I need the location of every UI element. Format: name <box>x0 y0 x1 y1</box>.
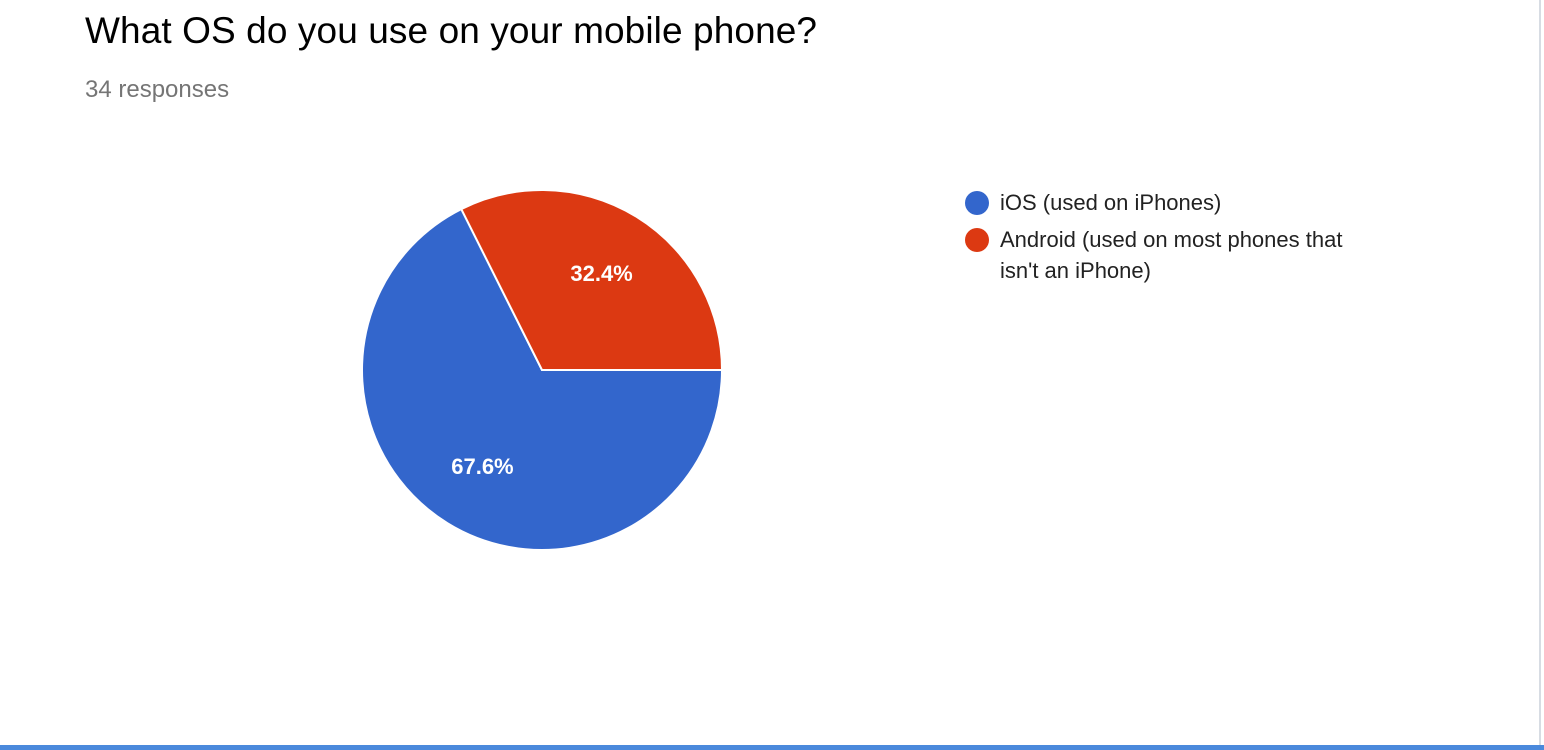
legend-item-0[interactable]: iOS (used on iPhones) <box>965 187 1385 218</box>
legend-label-0: iOS (used on iPhones) <box>1000 190 1222 215</box>
chart-legend: iOS (used on iPhones) Android (used on mo… <box>965 187 1385 292</box>
legend-item-1[interactable]: Android (used on most phones that isn't … <box>965 224 1385 286</box>
question-title: What OS do you use on your mobile phone? <box>85 10 818 51</box>
legend-swatch-0 <box>965 191 989 215</box>
pie-slice-1[interactable] <box>459 189 724 371</box>
bottom-accent-bar <box>0 745 1544 750</box>
pie-slice-label-0: 67.6% <box>451 454 513 479</box>
pie-slice-label-1: 32.4% <box>570 261 632 286</box>
pie-slice-0[interactable] <box>361 207 724 551</box>
legend-label-1: Android (used on most phones that isn't … <box>1000 227 1343 283</box>
card-right-border <box>1539 0 1541 750</box>
response-count: 34 responses <box>85 76 230 103</box>
legend-swatch-1 <box>965 228 989 252</box>
